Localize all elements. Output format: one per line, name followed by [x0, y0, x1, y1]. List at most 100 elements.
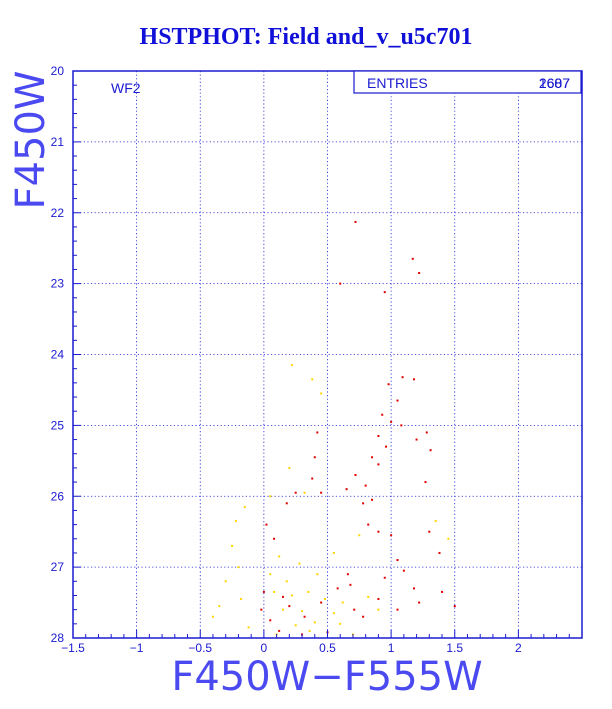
data-point	[429, 449, 432, 452]
y-tick-label: 23	[51, 277, 65, 291]
stats-label: ENTRIES	[367, 75, 428, 91]
x-axis-title: F450W−F555W	[171, 654, 482, 700]
data-point	[441, 590, 444, 593]
data-point	[385, 445, 388, 448]
data-point	[311, 477, 314, 480]
data-point	[418, 271, 421, 274]
data-point	[362, 502, 365, 505]
data-point	[411, 257, 414, 260]
data-point	[336, 587, 339, 590]
data-point	[434, 520, 437, 523]
data-point	[265, 523, 268, 526]
data-point	[346, 573, 349, 576]
data-points	[211, 220, 456, 636]
data-point	[301, 610, 304, 613]
data-point	[320, 601, 323, 604]
data-point	[354, 473, 357, 476]
x-tick-label: 1.5	[446, 641, 463, 655]
data-point	[311, 378, 314, 381]
stats-value: 1607	[539, 75, 570, 91]
data-point	[364, 484, 367, 487]
y-tick-label: 22	[51, 206, 65, 220]
data-point	[401, 376, 404, 379]
y-axis-title: F450W	[8, 71, 54, 210]
data-point	[383, 576, 386, 579]
y-tick-label: 24	[51, 348, 65, 362]
data-point	[307, 590, 310, 593]
data-point	[367, 523, 370, 526]
data-point	[349, 583, 352, 586]
data-point	[218, 605, 221, 608]
data-point	[387, 383, 390, 386]
data-point	[396, 399, 399, 402]
data-point	[278, 555, 281, 558]
chart-title: HSTPHOT: Field and_v_u5c701	[139, 24, 473, 50]
data-point	[237, 566, 240, 569]
data-point	[415, 438, 418, 441]
data-point	[425, 431, 428, 434]
data-point	[234, 520, 237, 523]
data-point	[453, 605, 456, 608]
data-point	[298, 562, 301, 565]
data-point	[288, 466, 291, 469]
data-point	[278, 629, 281, 632]
data-point	[269, 619, 272, 622]
y-tick-label: 26	[51, 489, 65, 503]
data-point	[269, 573, 272, 576]
data-point	[377, 435, 380, 438]
data-point	[424, 481, 427, 484]
data-point	[413, 587, 416, 590]
data-point	[390, 534, 393, 537]
data-point	[332, 551, 335, 554]
data-point	[400, 424, 403, 427]
data-point	[320, 392, 323, 395]
stats-value-overprint: 2687	[539, 75, 570, 91]
gridlines	[73, 71, 582, 638]
data-point	[316, 573, 319, 576]
y-tick-label: 25	[51, 418, 65, 432]
data-point	[285, 502, 288, 505]
data-point	[345, 488, 348, 491]
data-point	[260, 608, 263, 611]
x-tick-label: 0	[261, 641, 268, 655]
data-point	[390, 420, 393, 423]
data-point	[413, 378, 416, 381]
x-tick-label: 2	[515, 641, 522, 655]
x-tick-label: −1.5	[61, 641, 85, 655]
data-point	[447, 537, 450, 540]
data-point	[438, 551, 441, 554]
data-point	[269, 495, 272, 498]
data-point	[320, 491, 323, 494]
data-point	[313, 621, 316, 624]
data-point	[402, 569, 405, 572]
x-tick-label: 1	[388, 641, 395, 655]
data-point	[243, 505, 246, 508]
data-point	[247, 626, 250, 629]
data-point	[290, 364, 293, 367]
y-tick-label: 27	[51, 560, 65, 574]
data-point	[371, 498, 374, 501]
data-point	[371, 456, 374, 459]
data-point	[273, 590, 276, 593]
data-point	[377, 608, 380, 611]
y-tick-label: 20	[51, 64, 65, 78]
stats-box-frame	[353, 70, 582, 94]
data-point	[367, 595, 370, 598]
data-point	[362, 615, 365, 618]
data-point	[308, 629, 311, 632]
data-point	[288, 605, 291, 608]
data-point	[231, 544, 234, 547]
data-point	[294, 624, 297, 627]
y-tick-label: 28	[51, 631, 65, 645]
data-point	[353, 608, 356, 611]
data-point	[211, 615, 214, 618]
x-tick-label: −0.5	[188, 641, 212, 655]
data-point	[428, 530, 431, 533]
data-point	[383, 291, 386, 294]
data-point	[316, 431, 319, 434]
data-point	[224, 580, 227, 583]
y-tick-label: 21	[51, 135, 65, 149]
data-point	[303, 615, 306, 618]
data-point	[290, 594, 293, 597]
